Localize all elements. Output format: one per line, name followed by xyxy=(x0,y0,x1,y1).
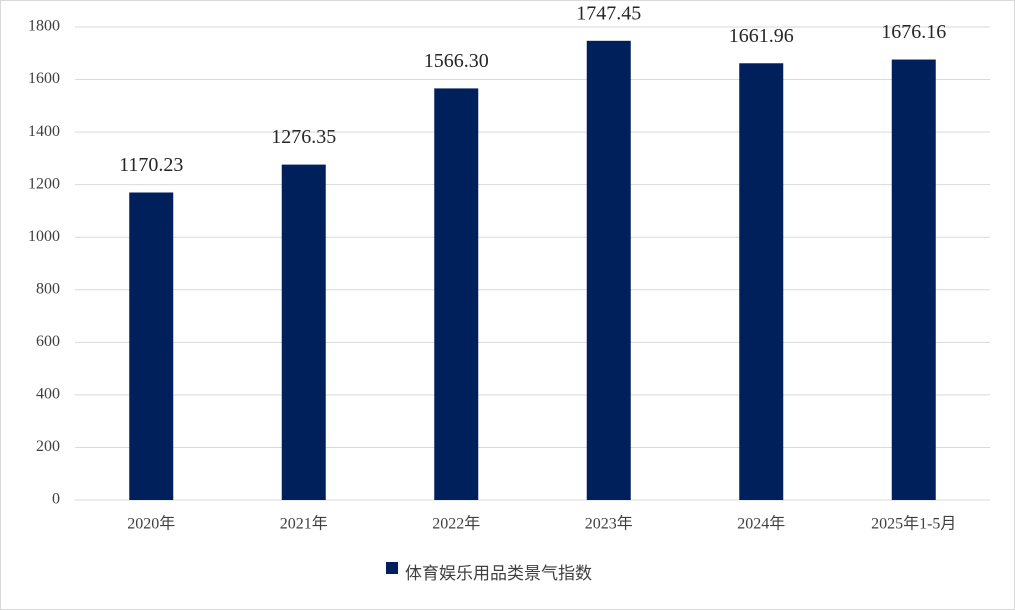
bar xyxy=(281,164,326,500)
x-tick-label: 2024年 xyxy=(737,515,785,533)
y-tick-label: 400 xyxy=(36,386,60,403)
y-tick-label: 800 xyxy=(36,280,60,297)
value-label: 1276.35 xyxy=(271,126,336,148)
y-tick-label: 1800 xyxy=(28,18,60,35)
y-tick-label: 1000 xyxy=(28,228,60,245)
y-tick-label: 1400 xyxy=(28,123,60,140)
x-tick-label: 2020年 xyxy=(127,515,175,533)
bar xyxy=(891,59,936,501)
y-tick-label: 600 xyxy=(36,333,60,350)
x-tick-label: 2025年1-5月 xyxy=(871,515,956,533)
y-tick-label: 200 xyxy=(36,438,60,455)
y-tick-label: 0 xyxy=(52,491,60,508)
value-label: 1566.30 xyxy=(424,50,489,72)
x-tick-label: 2022年 xyxy=(432,515,480,533)
value-label: 1676.16 xyxy=(881,21,946,43)
legend-swatch xyxy=(386,562,398,574)
value-label: 1170.23 xyxy=(119,154,183,176)
y-tick-label: 1600 xyxy=(28,70,60,87)
bar xyxy=(586,40,631,501)
value-label: 1661.96 xyxy=(729,25,794,47)
value-label: 1747.45 xyxy=(576,2,641,24)
x-tick-label: 2023年 xyxy=(585,515,633,533)
legend-label: 体育娱乐用品类景气指数 xyxy=(405,564,592,583)
bar xyxy=(434,88,479,500)
bar xyxy=(129,192,174,500)
bar xyxy=(739,63,784,501)
x-tick-label: 2021年 xyxy=(280,515,328,533)
y-tick-label: 1200 xyxy=(28,175,60,192)
